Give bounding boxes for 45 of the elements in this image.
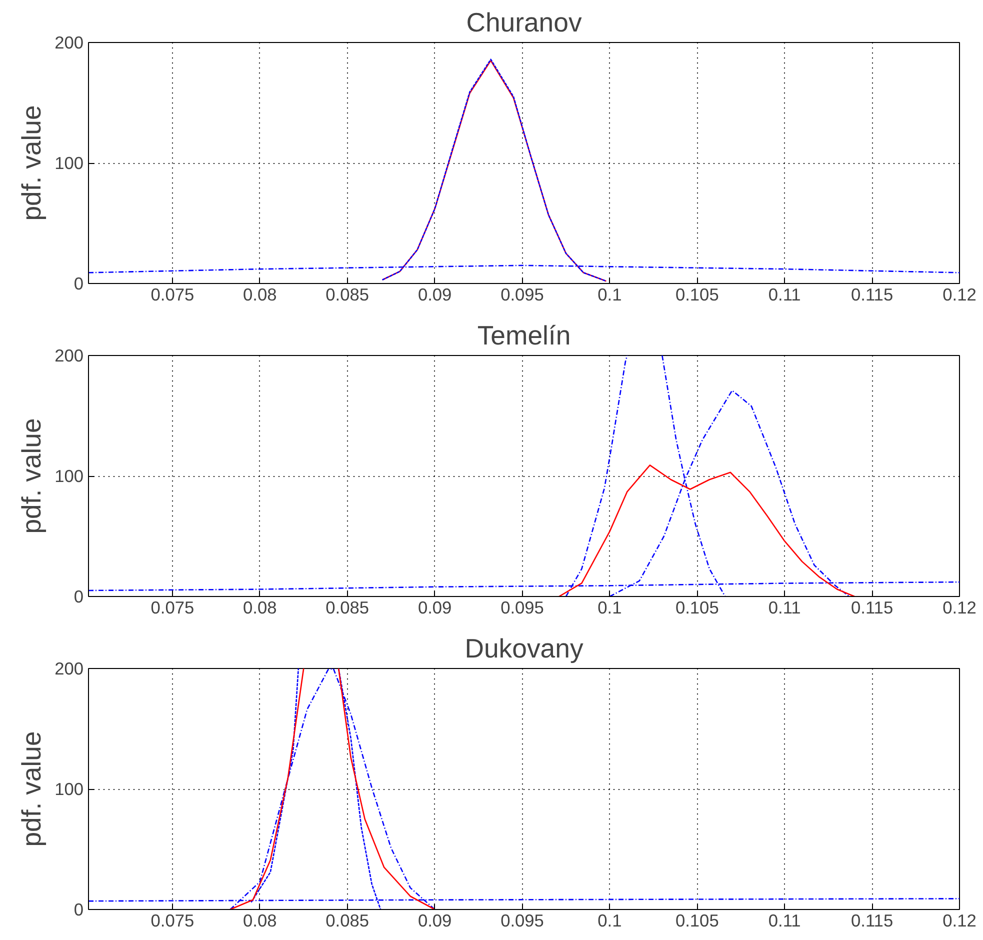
x-tick-label: 0.075 bbox=[150, 284, 194, 304]
x-tick-label: 0.115 bbox=[851, 284, 894, 304]
x-tick-label: 0.08 bbox=[243, 284, 277, 304]
x-tick-label: 0.105 bbox=[675, 284, 719, 304]
x-tick-label: 0.12 bbox=[942, 284, 976, 304]
y-tick-label: 200 bbox=[54, 346, 84, 366]
x-tick-label: 0.11 bbox=[768, 910, 801, 930]
x-tick-label: 0.085 bbox=[326, 910, 370, 930]
x-tick-label: 0.1 bbox=[598, 284, 622, 304]
x-tick-label: 0.105 bbox=[675, 910, 719, 930]
x-tick-label: 0.09 bbox=[418, 598, 452, 618]
x-tick-label: 0.09 bbox=[418, 284, 452, 304]
x-tick-label: 0.095 bbox=[500, 598, 544, 618]
y-tick-label: 0 bbox=[74, 274, 84, 294]
y-tick-label: 100 bbox=[54, 153, 84, 173]
x-tick-label: 0.115 bbox=[851, 910, 894, 930]
y-tick-label: 200 bbox=[54, 32, 84, 52]
x-tick-label: 0.09 bbox=[418, 910, 452, 930]
x-tick-label: 0.105 bbox=[675, 598, 719, 618]
y-axis-title: pdf. value bbox=[16, 418, 47, 534]
x-tick-label: 0.12 bbox=[942, 598, 976, 618]
x-tick-label: 0.11 bbox=[768, 284, 801, 304]
y-axis-title: pdf. value bbox=[16, 731, 47, 847]
x-tick-label: 0.095 bbox=[500, 284, 544, 304]
x-tick-label: 0.115 bbox=[851, 598, 894, 618]
chart-title: Temelín bbox=[477, 320, 571, 350]
y-tick-label: 0 bbox=[74, 900, 84, 920]
y-tick-label: 100 bbox=[54, 779, 84, 799]
x-tick-label: 0.075 bbox=[150, 598, 194, 618]
x-tick-label: 0.08 bbox=[243, 598, 277, 618]
x-tick-label: 0.075 bbox=[150, 910, 194, 930]
y-tick-label: 200 bbox=[54, 658, 84, 678]
y-tick-label: 100 bbox=[54, 466, 84, 486]
x-tick-label: 0.08 bbox=[243, 910, 277, 930]
y-tick-label: 0 bbox=[74, 586, 84, 606]
x-tick-label: 0.085 bbox=[326, 284, 370, 304]
y-axis-title: pdf. value bbox=[16, 105, 47, 221]
chart-title: Dukovany bbox=[464, 634, 584, 664]
x-tick-label: 0.085 bbox=[326, 598, 370, 618]
x-tick-label: 0.1 bbox=[598, 598, 622, 618]
x-tick-label: 0.1 bbox=[598, 910, 622, 930]
x-tick-label: 0.095 bbox=[500, 910, 544, 930]
x-tick-label: 0.11 bbox=[768, 598, 801, 618]
x-tick-label: 0.12 bbox=[942, 910, 976, 930]
chart-title: Churanov bbox=[466, 8, 582, 38]
